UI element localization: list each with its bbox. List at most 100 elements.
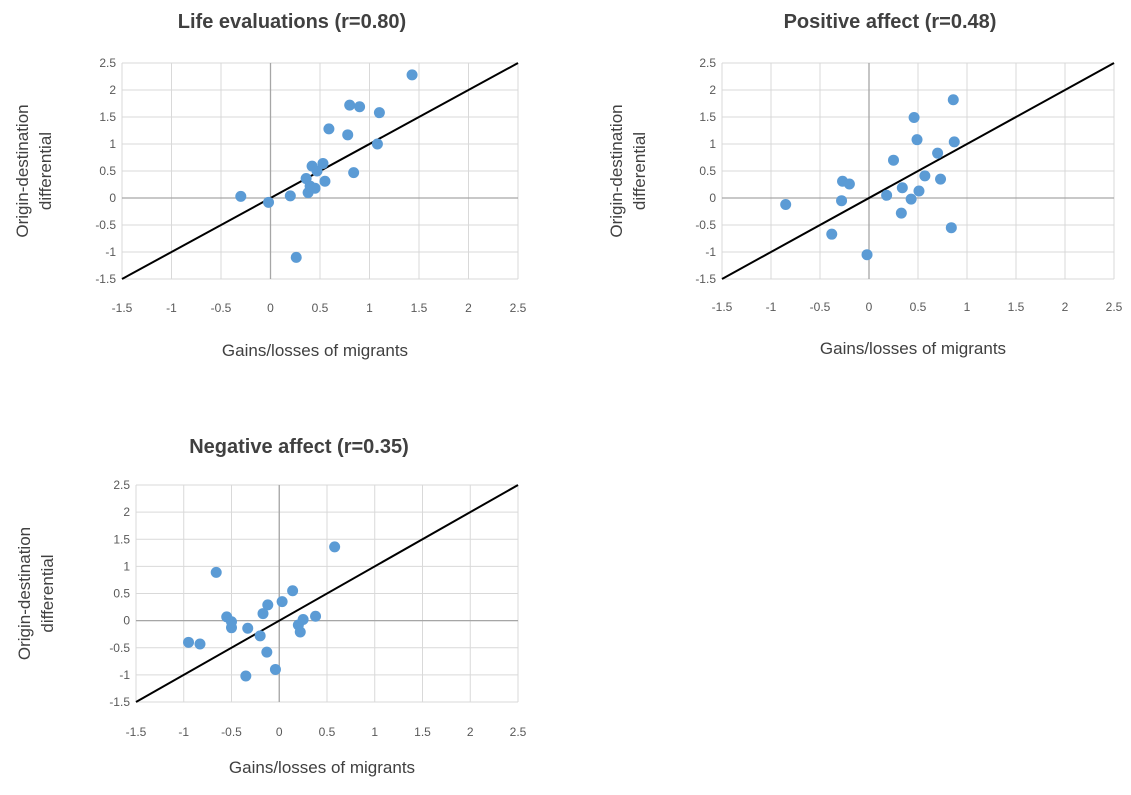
data-point [895, 207, 907, 219]
data-point [348, 167, 360, 179]
y-tick-label: 1 [109, 137, 116, 151]
y-axis-label-line-1: Origin-destination [15, 527, 34, 660]
y-tick-label: 0.5 [699, 164, 716, 178]
data-point [932, 147, 944, 159]
data-point [945, 222, 957, 234]
data-point [311, 165, 323, 177]
data-point [276, 596, 288, 608]
x-tick-label: -1 [166, 301, 177, 315]
data-point [310, 610, 322, 622]
x-tick-label: -1.5 [126, 725, 147, 739]
y-axis-label-line-2: differential [38, 554, 57, 632]
y-tick-label: 1 [709, 137, 716, 151]
data-point [257, 608, 269, 620]
x-tick-label: -1.5 [712, 300, 733, 314]
x-tick-label: 2 [467, 725, 474, 739]
y-tick-label: 1.5 [699, 110, 716, 124]
data-point [881, 189, 893, 201]
data-point [329, 541, 341, 553]
y-tick-label: 2.5 [99, 56, 116, 70]
panel-positive-affect: Positive affect (r=0.48) -1.5 -1 -0.5 0 0.5 1 1… [595, 0, 1131, 380]
x-tick-label: 0.5 [319, 725, 336, 739]
scatter-plot: Positive affect (r=0.48) -1.5 -1 -0.5 0 0.5 1 1… [607, 11, 1123, 358]
data-point [242, 622, 254, 634]
data-point [836, 195, 848, 207]
data-point [287, 585, 299, 597]
y-tick-label: 2 [123, 505, 130, 519]
data-point [210, 566, 222, 578]
chart-title: Negative affect (r=0.35) [189, 436, 409, 458]
data-point [323, 123, 335, 135]
y-tick-label: 1.5 [99, 110, 116, 124]
data-point [240, 670, 252, 682]
data-point [406, 69, 418, 81]
x-tick-label: 1.5 [414, 725, 431, 739]
data-point [888, 154, 899, 166]
y-axis-label-line-1: Origin-destination [13, 104, 32, 237]
panel-negative-affect: Negative affect (r=0.35) -1.5 -1 -0.5 0 0.5 1 1… [0, 415, 560, 795]
y-tick-label: 2.5 [113, 478, 130, 492]
data-point [263, 196, 275, 208]
data-point [780, 198, 792, 210]
y-tick-label: 1.5 [113, 532, 130, 546]
x-axis-label: Gains/losses of migrants [820, 339, 1006, 358]
y-tick-label: -0.5 [109, 641, 130, 655]
data-point [843, 178, 855, 190]
y-tick-label: -1.5 [109, 695, 130, 709]
data-point [269, 663, 281, 675]
data-point [261, 646, 273, 658]
x-tick-label: 1 [964, 300, 971, 314]
y-tick-label: -1 [105, 245, 116, 259]
data-point [194, 638, 206, 650]
data-point [373, 107, 385, 119]
x-tick-label: -1 [766, 300, 777, 314]
data-point [183, 636, 195, 648]
x-tick-label: -1 [178, 725, 189, 739]
data-point [226, 616, 237, 628]
y-tick-label: 0 [109, 191, 116, 205]
data-point [344, 99, 356, 111]
x-tick-label: 0 [276, 725, 283, 739]
x-tick-label: -0.5 [221, 725, 242, 739]
chart-title: Life evaluations (r=0.80) [178, 11, 406, 33]
data-point [354, 101, 366, 113]
x-tick-label: 2 [465, 301, 472, 315]
data-point [911, 134, 923, 146]
data-point [297, 614, 309, 626]
y-tick-label: 0 [123, 614, 130, 628]
x-tick-label: 2 [1062, 300, 1069, 314]
x-tick-label: -0.5 [810, 300, 831, 314]
y-tick-label: -0.5 [695, 218, 716, 232]
data-point [826, 228, 838, 240]
y-tick-label: -1 [119, 668, 130, 682]
data-point [254, 630, 266, 642]
data-point [309, 182, 321, 194]
data-point [913, 185, 925, 197]
x-tick-label: -0.5 [211, 301, 232, 315]
data-point [342, 129, 354, 141]
data-point [905, 193, 917, 205]
data-point [262, 599, 274, 611]
scatter-plot: Negative affect (r=0.35) -1.5 -1 -0.5 0 0.5 1 1… [15, 436, 527, 777]
chart-title: Positive affect (r=0.48) [784, 11, 997, 33]
scatter-plot: Life evaluations (r=0.80) -1.5 -1 -0.5 0 0.5 1… [13, 11, 527, 360]
x-tick-label: 1 [371, 725, 378, 739]
x-tick-label: 2.5 [510, 725, 527, 739]
x-tick-label: 0 [267, 301, 274, 315]
x-tick-label: 0.5 [312, 301, 329, 315]
y-tick-label: -1 [705, 245, 716, 259]
x-tick-label: 2.5 [510, 301, 527, 315]
data-point [235, 190, 247, 202]
y-tick-label: 2.5 [699, 56, 716, 70]
data-point [319, 175, 331, 187]
y-tick-label: 0.5 [113, 587, 130, 601]
data-point [284, 190, 296, 202]
data-point [371, 138, 383, 150]
y-tick-label: 2 [709, 83, 716, 97]
y-tick-label: -1.5 [95, 272, 116, 286]
y-tick-label: 0.5 [99, 164, 116, 178]
data-point [948, 136, 960, 148]
y-tick-label: 1 [123, 559, 130, 573]
x-tick-label: 0.5 [910, 300, 927, 314]
